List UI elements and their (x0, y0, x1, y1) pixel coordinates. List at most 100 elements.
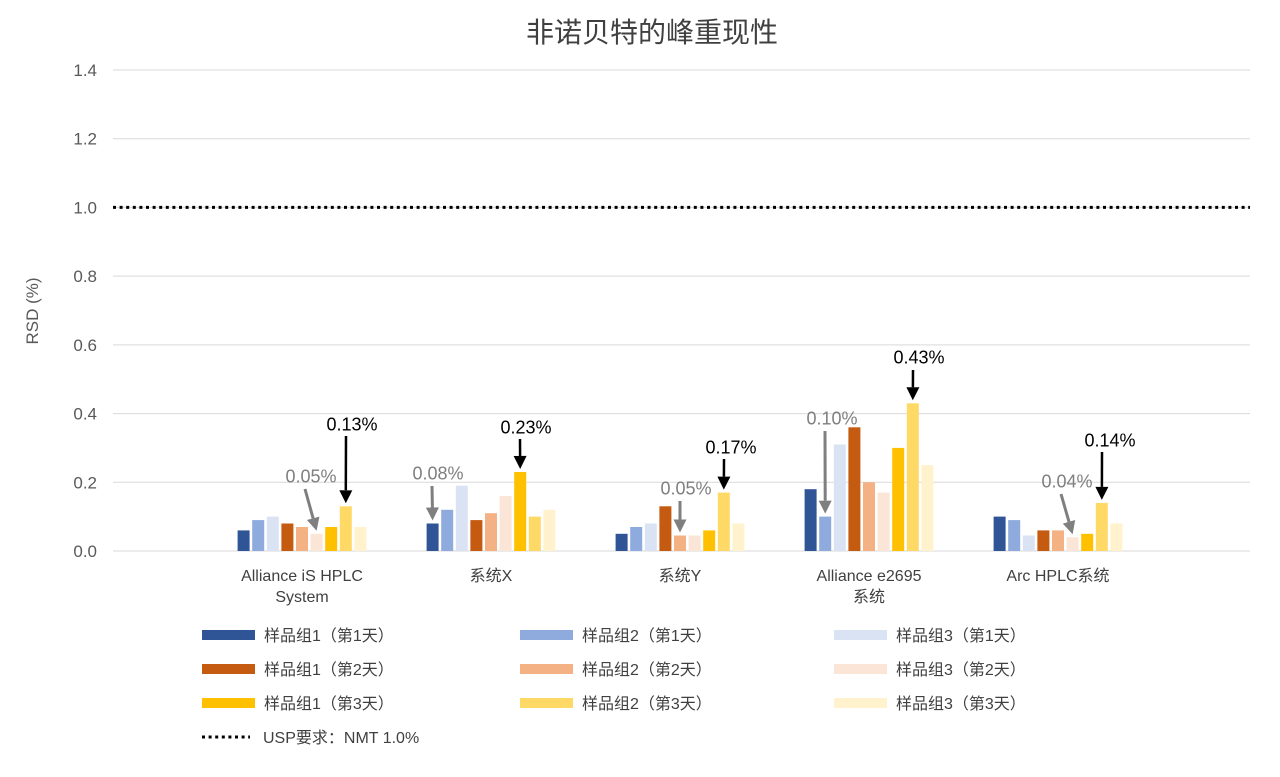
annotation-min-label: 0.04% (1041, 472, 1092, 492)
bar (543, 509, 556, 551)
legend-label: 样品组2（第1天） (582, 627, 712, 645)
legend-swatch (202, 630, 255, 640)
annotation-min-label: 0.10% (806, 409, 857, 429)
x-category-labels: Alliance iS HPLC System 系统X 系统Y Alliance e26… (241, 567, 1109, 606)
legend: 样品组1（第1天） 样品组2（第1天） 样品组3（第1天） 样品组1（第2天） 样品组2… (202, 627, 1026, 747)
bar (717, 492, 730, 551)
bar (833, 444, 846, 551)
bar (819, 516, 832, 551)
annotation-max-label: 0.14% (1084, 431, 1135, 451)
bar (877, 492, 890, 551)
bar (1081, 533, 1094, 551)
y-tick-label: 0.0 (73, 542, 97, 561)
x-tick-label: 系统X (470, 567, 513, 585)
bar (499, 496, 512, 551)
y-tick-label: 1.0 (73, 198, 97, 217)
legend-item: 样品组2（第3天） (520, 695, 712, 713)
x-tick-label: System (275, 589, 328, 606)
annotation-max-label: 0.23% (500, 418, 551, 438)
bar (674, 535, 686, 551)
bar-series (237, 403, 1123, 551)
legend-item: 样品组2（第1天） (520, 627, 712, 645)
bar (514, 472, 527, 551)
bar (281, 523, 294, 551)
annotation-min-arrow-head (1062, 520, 1076, 535)
bar (1037, 530, 1050, 551)
annotation-min-arrow-head (673, 519, 687, 533)
bar (1110, 523, 1123, 551)
annotation-max-arrow-head (1095, 486, 1109, 500)
bar (339, 506, 352, 551)
bar (310, 533, 323, 551)
legend-swatch (520, 664, 573, 674)
legend-swatch (202, 664, 255, 674)
bar (703, 530, 716, 551)
legend-item: 样品组3（第3天） (834, 695, 1026, 713)
legend-label: 样品组3（第3天） (896, 695, 1026, 713)
legend-label: 样品组1（第1天） (264, 627, 394, 645)
annotation-max-arrow-head (906, 387, 920, 401)
y-tick-label: 1.2 (73, 130, 97, 149)
legend-item-reference: USP要求：NMT 1.0% (202, 729, 419, 747)
legend-swatch (202, 698, 255, 708)
bar (615, 533, 628, 551)
x-tick-label: Alliance iS HPLC (241, 568, 363, 585)
bar (921, 465, 934, 551)
annotation-min-arrow-shaft (303, 488, 315, 519)
x-tick-label: 系统 (853, 588, 885, 606)
bar (325, 527, 338, 551)
bar (906, 403, 919, 551)
legend-label-reference: USP要求：NMT 1.0% (263, 729, 419, 747)
x-tick-label: 系统Y (659, 567, 702, 585)
bar (1008, 520, 1021, 551)
annotation-max-arrow-head (513, 455, 527, 469)
bar (804, 489, 817, 551)
bar (528, 516, 541, 551)
legend-label: 样品组1（第3天） (264, 695, 394, 713)
legend-swatch (520, 630, 573, 640)
legend-swatch (834, 630, 887, 640)
legend-item: 样品组3（第1天） (834, 627, 1026, 645)
bar (993, 516, 1006, 551)
y-tick-label: 1.4 (73, 61, 97, 80)
legend-swatch (520, 698, 573, 708)
annotation-min-arrow-shaft (1059, 493, 1071, 523)
bar (892, 447, 905, 551)
legend-item: 样品组2（第2天） (520, 661, 712, 679)
bar (354, 527, 367, 551)
y-tick-label: 0.6 (73, 336, 97, 355)
bar (863, 482, 875, 551)
annotation-min-label: 0.05% (285, 467, 336, 487)
legend-item: 样品组1（第1天） (202, 627, 394, 645)
annotation-min-label: 0.08% (412, 464, 463, 484)
x-tick-label: Alliance e2695 (817, 568, 922, 585)
bar (630, 527, 643, 551)
annotation-max-arrow-head (339, 490, 353, 504)
bar (1022, 535, 1035, 551)
bar (455, 485, 468, 551)
bar (848, 427, 861, 551)
bar (237, 530, 250, 551)
bar (644, 523, 657, 551)
y-tick-label: 0.4 (73, 405, 97, 424)
bar (659, 506, 672, 551)
annotation-min-arrow-head (306, 516, 320, 531)
chart-title: 非诺贝特的峰重现性 (526, 17, 778, 48)
annotation-max-label: 0.13% (326, 415, 377, 435)
bar (266, 516, 279, 551)
bar (441, 509, 454, 551)
bar (688, 535, 701, 551)
bar (1095, 502, 1108, 551)
legend-label: 样品组3（第2天） (896, 661, 1026, 679)
bar (296, 527, 308, 551)
y-tick-label: 0.2 (73, 473, 97, 492)
bar (485, 513, 497, 551)
legend-label: 样品组1（第2天） (264, 661, 394, 679)
annotation-max-label: 0.43% (893, 348, 944, 368)
legend-label: 样品组2（第3天） (582, 695, 712, 713)
legend-label: 样品组3（第1天） (896, 627, 1026, 645)
bar (1052, 530, 1064, 551)
annotation-min-arrow-head (818, 500, 832, 514)
